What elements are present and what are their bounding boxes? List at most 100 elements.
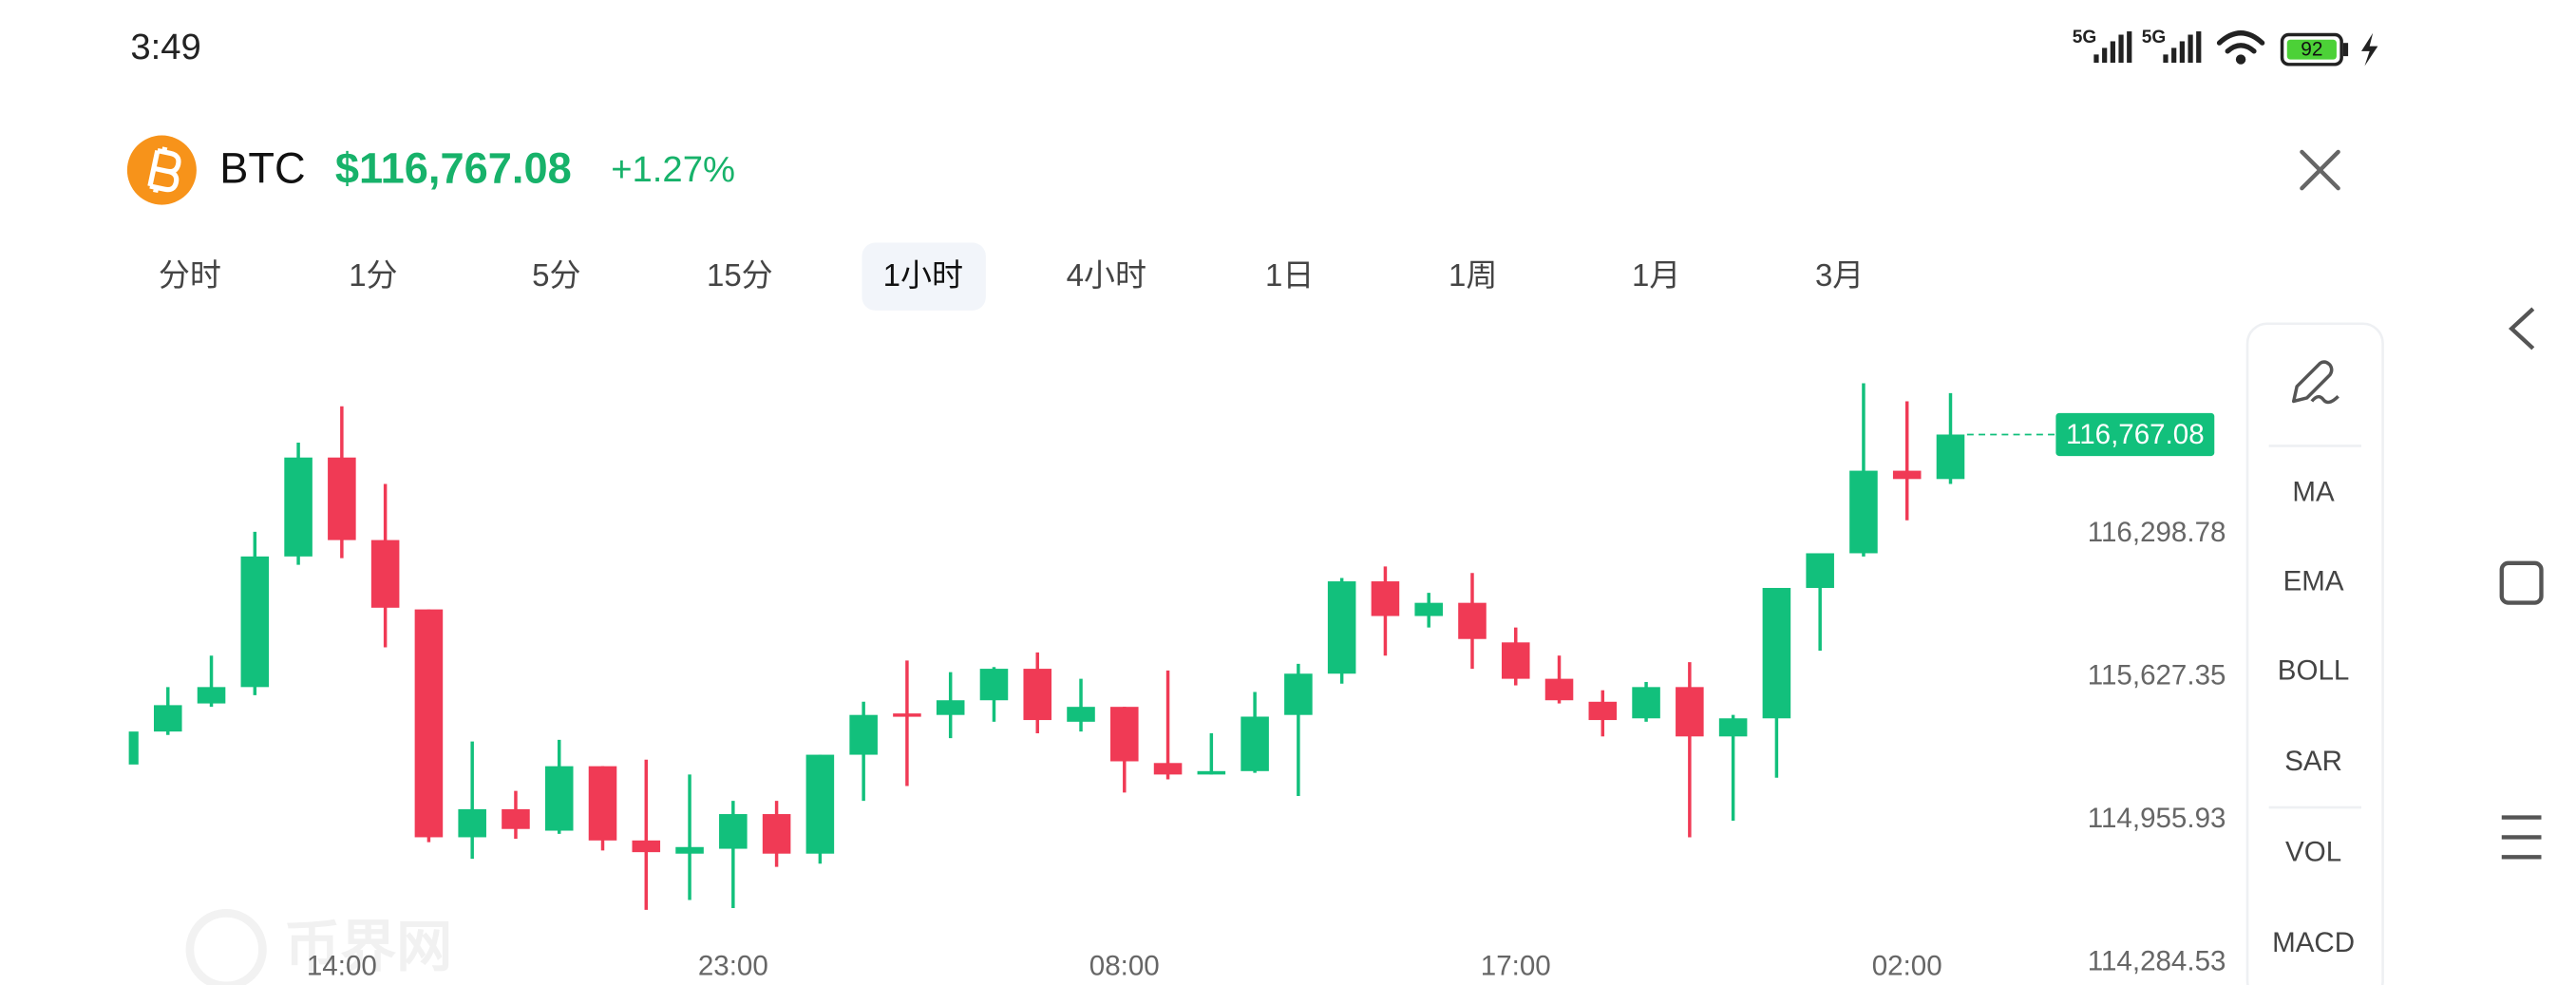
candle-body bbox=[1110, 707, 1139, 762]
tab[interactable]: 15分 bbox=[707, 257, 773, 293]
indicator-button[interactable]: SAR bbox=[2284, 746, 2342, 777]
candle-body bbox=[1588, 701, 1618, 721]
candle-body bbox=[197, 687, 226, 704]
x-tick-label: 08:00 bbox=[1089, 951, 1160, 982]
x-tick-label: 02:00 bbox=[1872, 951, 1942, 982]
candle-body bbox=[979, 669, 1009, 701]
tab[interactable]: 1日 bbox=[1265, 257, 1314, 293]
last-price-label: 116,767.08 bbox=[2066, 419, 2205, 450]
indicator-list: MA EMA BOLL SAR VOL MACD bbox=[2272, 477, 2355, 959]
watermark-logo bbox=[185, 909, 267, 985]
indicator-button[interactable]: BOLL bbox=[2278, 654, 2350, 686]
candle-body bbox=[153, 705, 182, 732]
tab[interactable]: 1周 bbox=[1449, 257, 1497, 293]
candle-body bbox=[1544, 678, 1574, 701]
y-tick-label: 115,627.35 bbox=[2088, 660, 2226, 691]
last-price-tag bbox=[2055, 412, 2215, 457]
candle-body bbox=[502, 808, 530, 829]
candle-body bbox=[1676, 687, 1704, 737]
candle-body bbox=[1414, 602, 1443, 616]
nav-menu[interactable] bbox=[2501, 815, 2542, 860]
candle-body bbox=[284, 457, 313, 557]
battery-tip bbox=[2342, 43, 2349, 57]
coin-logo-mark bbox=[147, 146, 181, 194]
watermark: 币界网 bbox=[284, 915, 452, 978]
y-tick-label: 114,284.53 bbox=[2088, 945, 2226, 976]
x-tick-label: 23:00 bbox=[698, 951, 768, 982]
y-tick-label: 114,955.93 bbox=[2088, 803, 2226, 834]
tab-active[interactable]: 1小时 bbox=[883, 257, 963, 293]
x-tick-label: 14:00 bbox=[307, 951, 377, 982]
candle-body bbox=[1892, 470, 1922, 480]
candle-body bbox=[805, 754, 835, 854]
indicator-button[interactable]: MACD bbox=[2272, 927, 2355, 958]
candle-body bbox=[544, 766, 574, 831]
candle-body bbox=[588, 766, 617, 841]
candle-body bbox=[1501, 642, 1530, 679]
y-tick-label: 116,298.78 bbox=[2088, 517, 2226, 548]
close-button[interactable] bbox=[2300, 149, 2340, 191]
candle-body bbox=[1936, 434, 1965, 480]
charging-icon bbox=[2361, 32, 2378, 66]
candle-body bbox=[1153, 763, 1183, 775]
candle-body bbox=[893, 713, 921, 717]
price: $116,767.08 bbox=[335, 144, 572, 193]
nav-back[interactable] bbox=[2508, 307, 2535, 350]
candle-body bbox=[1284, 673, 1313, 715]
nav-home[interactable] bbox=[2499, 560, 2544, 605]
candle-body bbox=[1023, 669, 1052, 721]
candle-body bbox=[1458, 602, 1487, 639]
candle-body bbox=[414, 609, 444, 838]
candle-body bbox=[1718, 718, 1748, 737]
candle-body bbox=[1241, 716, 1269, 771]
indicator-button[interactable]: EMA bbox=[2283, 565, 2344, 597]
candle-body bbox=[936, 700, 965, 715]
battery-level bbox=[2286, 39, 2337, 60]
candle-body bbox=[632, 840, 661, 853]
signal-icon bbox=[2163, 31, 2202, 64]
tab[interactable]: 1月 bbox=[1632, 257, 1680, 293]
candle-body bbox=[128, 731, 139, 765]
candle-body bbox=[675, 846, 704, 854]
indicator-button[interactable]: MA bbox=[2292, 477, 2335, 508]
candle-body bbox=[1327, 581, 1356, 674]
battery-percent: 92 bbox=[2301, 39, 2322, 61]
indicator-button[interactable]: VOL bbox=[2285, 837, 2341, 868]
network-label: 5G bbox=[2142, 28, 2166, 47]
candle-body bbox=[458, 808, 486, 838]
tab[interactable]: 3月 bbox=[1815, 257, 1864, 293]
candle-body bbox=[1849, 470, 1878, 554]
tab[interactable]: 4小时 bbox=[1067, 257, 1146, 293]
network-label: 5G bbox=[2073, 28, 2096, 47]
axes: 114,284.53 114,955.93 115,627.35 116,298.78… bbox=[307, 412, 2226, 982]
plot-area bbox=[128, 383, 1965, 910]
price-change: +1.27% bbox=[611, 149, 735, 190]
candle-body bbox=[328, 457, 356, 540]
candle-body bbox=[240, 556, 270, 688]
candle-body bbox=[1371, 581, 1400, 616]
tools-panel bbox=[2245, 322, 2384, 985]
active-tab-bg bbox=[862, 242, 986, 311]
symbol: BTC bbox=[219, 144, 305, 193]
candle-body bbox=[1067, 707, 1095, 722]
candle-body bbox=[1806, 553, 1834, 588]
tab[interactable]: 分时 bbox=[159, 257, 221, 293]
draw-tool-icon[interactable] bbox=[2291, 360, 2339, 405]
status-time: 3:49 bbox=[130, 27, 200, 67]
candle-body bbox=[762, 814, 791, 854]
candle-body bbox=[849, 714, 878, 755]
candle-body bbox=[370, 540, 400, 608]
candle-body bbox=[1632, 687, 1660, 719]
candle-body bbox=[719, 814, 748, 849]
x-tick-label: 17:00 bbox=[1481, 951, 1551, 982]
tab[interactable]: 5分 bbox=[532, 257, 580, 293]
battery-icon bbox=[2280, 32, 2343, 66]
wifi-icon bbox=[2216, 30, 2265, 65]
candle-body bbox=[1197, 770, 1226, 775]
signal-icon bbox=[2093, 31, 2132, 64]
tab[interactable]: 1分 bbox=[349, 257, 397, 293]
interval-tabs: 分时 1分 5分 15分 1小时 4小时 1日 1周 1月 3月 bbox=[159, 242, 1864, 311]
candle-body bbox=[1762, 587, 1791, 719]
